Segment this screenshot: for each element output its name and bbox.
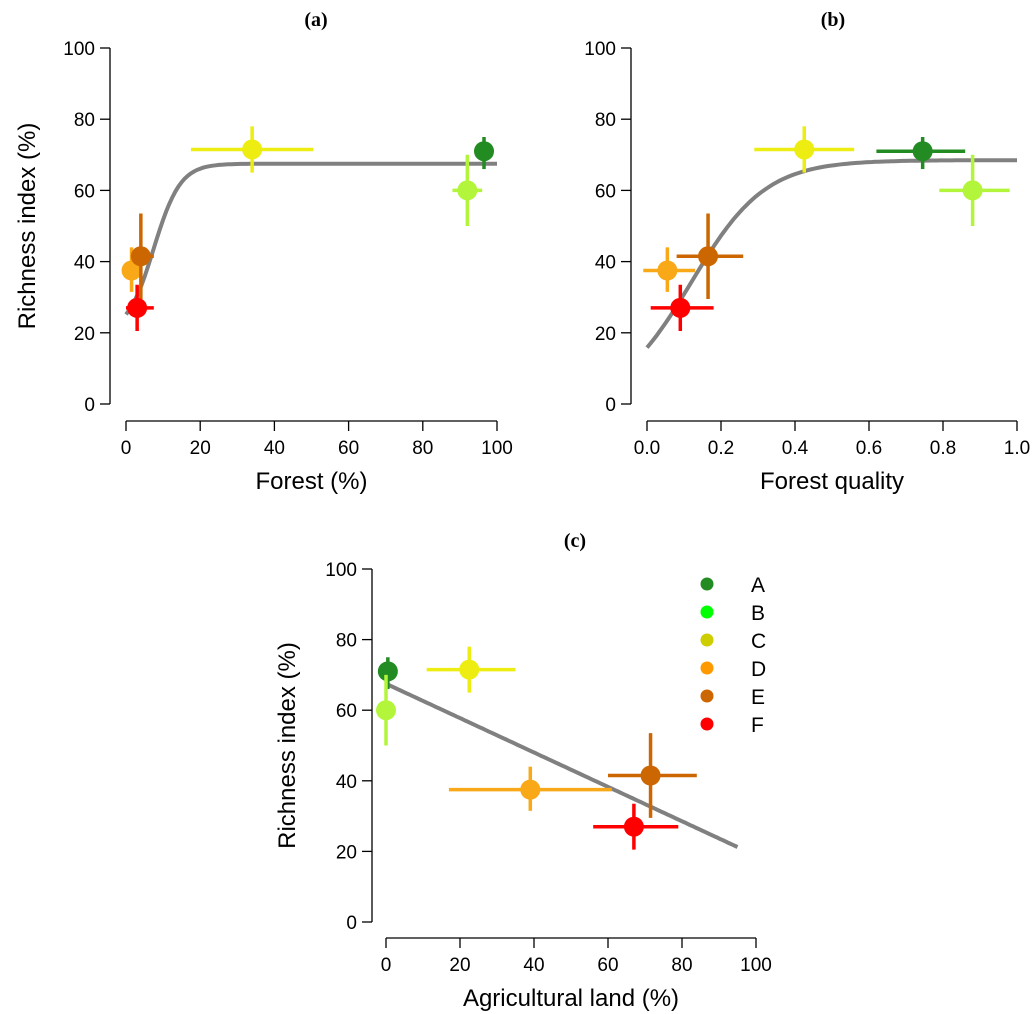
marker-D	[657, 260, 678, 281]
marker-E	[640, 765, 661, 786]
x-tick-label: 0	[381, 955, 392, 976]
data-point-E	[676, 213, 744, 299]
y-tick-label: 40	[74, 253, 95, 274]
data-point-E	[130, 213, 154, 299]
y-tick-label: 80	[595, 110, 616, 131]
panel-c: (c) 0 20 40 60 80 100 0 20 40 60 80 100 Agricultural …	[274, 530, 772, 1012]
y-tick-label: 80	[74, 110, 95, 131]
legend-label-B: B	[751, 602, 765, 625]
y-tick-label: 100	[63, 39, 95, 60]
legend-label-E: E	[751, 686, 765, 709]
y-tick-label: 20	[595, 324, 616, 345]
marker-F	[623, 816, 644, 837]
marker-C	[794, 139, 815, 160]
x-tick-label: 60	[597, 955, 618, 976]
data-point-B	[939, 154, 1010, 226]
x-axis-title: Forest quality	[760, 468, 904, 495]
x-tick-label: 100	[481, 438, 513, 459]
y-axis-title: Richness index (%)	[274, 642, 301, 849]
legend-marker-B	[700, 605, 714, 619]
y-tick-label: 60	[74, 181, 95, 202]
panel-title: (b)	[821, 9, 845, 31]
y-tick-label: 20	[336, 842, 357, 863]
marker-A	[474, 141, 495, 162]
data-point-E	[608, 733, 697, 818]
fit-curve	[385, 681, 739, 849]
data-point-A	[474, 137, 495, 170]
panel-b: (b) 0 20 40 60 80 100 0.0 0.2 0.4 0.6 0.8 1.0 Forest …	[584, 9, 1030, 495]
x-tick-label: 80	[412, 438, 433, 459]
x-axis-title: Agricultural land (%)	[463, 985, 679, 1012]
x-tick-label: 80	[671, 955, 692, 976]
marker-E	[130, 246, 151, 267]
data-point-D	[643, 247, 696, 292]
marker-D	[121, 260, 142, 281]
marker-E	[698, 246, 719, 267]
fit-curve	[124, 161, 497, 316]
marker-D	[520, 779, 541, 800]
legend-label-D: D	[751, 658, 766, 681]
legend-marker-C	[700, 633, 714, 647]
legend-marker-E	[700, 689, 714, 703]
x-axis-title: Forest (%)	[255, 468, 367, 495]
data-point-F	[126, 284, 154, 332]
y-tick-label: 20	[74, 324, 95, 345]
y-tick-label: 0	[605, 395, 616, 416]
data-point-A	[876, 137, 966, 170]
x-tick-label: 40	[264, 438, 285, 459]
panel-title: (a)	[304, 9, 327, 31]
data-point-A	[377, 657, 398, 690]
data-point-F	[650, 284, 714, 332]
y-tick-label: 0	[84, 395, 95, 416]
x-tick-label: 20	[190, 438, 211, 459]
y-tick-label: 100	[325, 560, 357, 581]
y-tick-label: 60	[595, 181, 616, 202]
marker-F	[127, 297, 148, 318]
x-tick-label: 0.4	[782, 438, 809, 459]
y-tick-label: 40	[336, 772, 357, 793]
y-tick-label: 0	[346, 913, 357, 934]
marker-C	[459, 659, 480, 680]
x-tick-label: 0.0	[634, 438, 660, 459]
x-tick-label: 20	[449, 955, 470, 976]
data-point-C	[754, 126, 855, 173]
marker-A	[912, 141, 933, 162]
x-tick-label: 100	[740, 955, 772, 976]
x-tick-label: 1.0	[1004, 438, 1030, 459]
y-tick-label: 100	[584, 39, 616, 60]
y-tick-label: 80	[336, 631, 357, 652]
marker-B	[962, 180, 983, 201]
data-point-B	[376, 674, 396, 746]
panel-a: (a) 0 20 40 60 80 100 0 20 40 60 80 100 Forest (%) Ric…	[14, 9, 513, 495]
legend-marker-A	[700, 577, 714, 591]
x-tick-label: 0.6	[856, 438, 882, 459]
legend-label-F: F	[751, 714, 764, 737]
legend-label-C: C	[751, 630, 766, 653]
marker-B	[457, 180, 478, 201]
data-point-D	[448, 766, 612, 811]
x-tick-label: 0.2	[708, 438, 734, 459]
marker-C	[242, 139, 263, 160]
y-tick-label: 60	[336, 701, 357, 722]
legend-marker-F	[700, 717, 714, 731]
x-tick-label: 40	[523, 955, 544, 976]
legend-label-A: A	[751, 574, 765, 597]
x-tick-label: 0.8	[930, 438, 956, 459]
x-tick-label: 60	[338, 438, 359, 459]
data-point-C	[190, 126, 314, 173]
y-axis-title: Richness index (%)	[14, 123, 41, 330]
y-tick-label: 40	[595, 253, 616, 274]
marker-A	[377, 661, 398, 682]
data-point-F	[593, 803, 679, 850]
marker-B	[376, 700, 396, 721]
data-point-B	[452, 154, 483, 226]
x-tick-label: 0	[121, 438, 132, 459]
marker-F	[670, 297, 691, 318]
data-point-C	[426, 646, 516, 693]
legend-marker-D	[700, 661, 714, 675]
panel-title: (c)	[564, 530, 586, 552]
